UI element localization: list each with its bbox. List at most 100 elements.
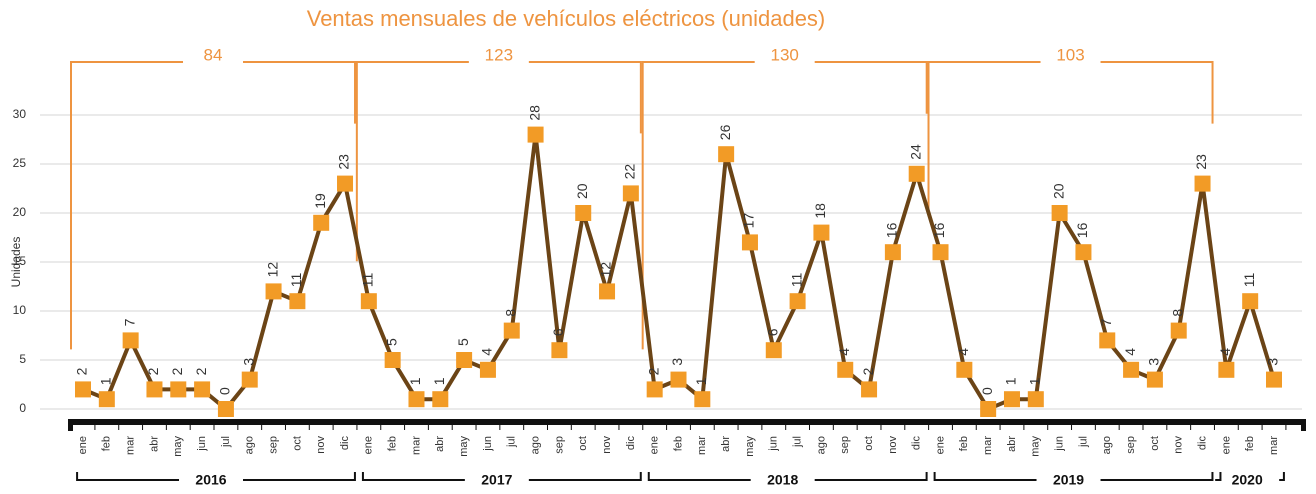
data-label: 11 — [788, 272, 804, 287]
data-point — [932, 244, 949, 261]
total-bracket — [927, 61, 1041, 213]
year-label: 2017 — [481, 472, 512, 488]
x-tick-label: nov — [315, 436, 327, 454]
data-label: 6 — [764, 328, 780, 336]
data-label: 1 — [1003, 377, 1019, 385]
y-tick-label: 30 — [13, 107, 27, 121]
data-point — [837, 361, 854, 378]
data-label: 12 — [264, 262, 280, 278]
year-total: 84 — [204, 45, 223, 64]
year-bracket — [76, 472, 180, 481]
data-point — [1099, 332, 1116, 349]
x-tick-label: nov — [887, 436, 899, 454]
data-label: 3 — [1146, 358, 1162, 366]
data-point — [1123, 361, 1140, 378]
data-label: 1 — [693, 377, 709, 385]
x-tick-label: sep — [553, 436, 565, 454]
y-tick-label: 15 — [13, 254, 27, 268]
total-bracket — [814, 61, 928, 114]
data-label: 28 — [526, 105, 542, 121]
data-label: 12 — [598, 262, 614, 278]
x-tick-label: ene — [934, 436, 946, 454]
x-tick-label: mar — [982, 436, 994, 455]
data-label: 4 — [1217, 348, 1233, 356]
x-tick-label: mar — [410, 436, 422, 455]
total-bracket — [641, 61, 755, 350]
x-tick-label: jun — [1054, 436, 1066, 452]
data-label: 2 — [74, 367, 90, 375]
x-tick-label: may — [1030, 436, 1042, 457]
x-tick-label: dic — [339, 436, 351, 451]
data-point — [217, 401, 234, 417]
data-label: 7 — [1098, 318, 1114, 326]
data-point — [360, 293, 377, 310]
data-label: 0 — [979, 387, 995, 395]
data-label: 20 — [1050, 183, 1066, 199]
data-point — [813, 224, 830, 241]
data-point — [456, 352, 473, 368]
x-tick-label: ene — [363, 436, 375, 454]
x-tick-label: dic — [1196, 436, 1208, 451]
x-tick-label: jun — [196, 436, 208, 452]
year-bracket — [933, 472, 1037, 481]
year-total: 103 — [1056, 45, 1084, 64]
year-bracket — [1279, 472, 1285, 481]
data-point — [980, 401, 997, 417]
x-tick-label: dic — [625, 436, 637, 451]
data-point — [527, 126, 544, 143]
x-tick-label: ene — [1220, 436, 1232, 454]
data-point — [1027, 391, 1044, 408]
data-label: 23 — [336, 154, 352, 170]
x-tick-label: abr — [434, 436, 446, 452]
data-label: 1 — [98, 377, 114, 385]
x-tick-label: sep — [1125, 436, 1137, 454]
data-point — [765, 342, 782, 359]
total-bracket — [528, 61, 642, 134]
x-tick-label: oct — [291, 436, 303, 451]
total-bracket — [355, 61, 469, 262]
x-tick-label: ago — [815, 436, 827, 454]
x-tick-label: may — [458, 436, 470, 457]
x-tick-label: mar — [125, 436, 137, 455]
data-label: 20 — [574, 183, 590, 199]
data-label: 6 — [550, 328, 566, 336]
data-label: 5 — [383, 338, 399, 346]
year-bracket — [243, 472, 356, 481]
data-label: 5 — [455, 338, 471, 346]
x-tick-label: dic — [911, 436, 923, 451]
x-tick-label: jul — [792, 436, 804, 448]
data-point — [599, 283, 616, 300]
x-tick-label: jul — [506, 436, 518, 448]
year-label: 2019 — [1053, 472, 1084, 488]
x-tick-label: feb — [1244, 436, 1256, 451]
x-tick-label: abr — [720, 436, 732, 452]
data-label: 1 — [431, 377, 447, 385]
x-tick-label: may — [172, 436, 184, 457]
data-point — [122, 332, 139, 349]
x-tick-label: feb — [672, 436, 684, 451]
x-tick-label: jul — [1077, 436, 1089, 448]
data-point — [1266, 371, 1282, 388]
data-point — [1051, 205, 1068, 221]
x-tick-label: nov — [1173, 436, 1185, 454]
series-line — [82, 132, 1276, 411]
x-tick-label: mar — [1268, 436, 1280, 455]
data-point — [384, 352, 401, 368]
data-label: 16 — [931, 222, 947, 238]
data-label: 2 — [193, 367, 209, 375]
data-point — [646, 381, 663, 398]
year-bracket — [528, 472, 642, 481]
data-label: 0 — [217, 387, 233, 395]
data-label: 26 — [717, 124, 733, 140]
data-point — [1194, 175, 1211, 192]
data-label: 2 — [860, 367, 876, 375]
data-point — [170, 381, 187, 398]
data-point — [241, 371, 258, 388]
data-point — [1218, 361, 1235, 378]
data-label: 23 — [1193, 154, 1209, 170]
x-tick-label: feb — [101, 436, 113, 451]
x-tick-label: ene — [649, 436, 661, 454]
data-point — [861, 381, 878, 398]
data-point — [1170, 322, 1187, 339]
